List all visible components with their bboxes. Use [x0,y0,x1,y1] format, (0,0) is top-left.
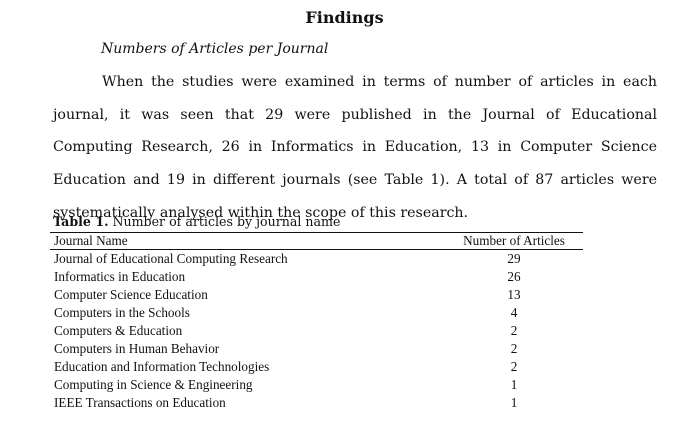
article-count-cell: 26 [507,269,521,284]
table-caption: Table 1. Number of articles by journal n… [53,214,340,229]
article-count-cell: 1 [510,377,518,392]
article-count-cell: 29 [507,251,521,266]
journal-name-cell: Computing in Science & Engineering [54,377,253,392]
section-heading: Findings [305,8,384,27]
table-row: Informatics in Education 26 [50,268,583,286]
table-row: Education and Information Technologies 2 [50,358,583,376]
journal-name-cell: Computers in the Schools [54,305,190,320]
journal-name-cell: Journal of Educational Computing Researc… [54,251,288,266]
journal-name-cell: Computers in Human Behavior [54,341,220,356]
table-row: Computers in Human Behavior 2 [50,340,583,358]
table-header-row: Journal Name Number of Articles [50,232,583,250]
journal-name-cell: Informatics in Education [54,269,186,284]
table-caption-text: Number of articles by journal name [108,214,341,229]
subsection-heading: Numbers of Articles per Journal [101,41,329,57]
article-count-cell: 13 [507,287,521,302]
journal-name-cell: Computer Science Education [54,287,208,302]
journal-articles-table: Journal Name Number of Articles Journal … [50,232,583,412]
article-count-cell: 2 [510,359,518,374]
table-row: Computers in the Schools 4 [50,304,583,322]
journal-name-cell: Education and Information Technologies [54,359,270,374]
article-count-cell: 2 [510,323,518,338]
table-row: Journal of Educational Computing Researc… [50,250,583,269]
column-header-journal: Journal Name [50,232,445,250]
table-row: IEEE Transactions on Education 1 [50,394,583,412]
table-row: Computers & Education 2 [50,322,583,340]
table-row: Computer Science Education 13 [50,286,583,304]
column-header-count: Number of Articles [445,232,583,250]
journal-name-cell: IEEE Transactions on Education [54,395,226,410]
body-paragraph: When the studies were examined in terms … [53,74,657,221]
table-row: Computing in Science & Engineering 1 [50,376,583,394]
table-caption-label: Table 1. [53,214,109,229]
article-count-cell: 1 [510,395,518,410]
article-count-cell: 4 [510,305,518,320]
journal-name-cell: Computers & Education [54,323,183,338]
article-count-cell: 2 [510,341,518,356]
